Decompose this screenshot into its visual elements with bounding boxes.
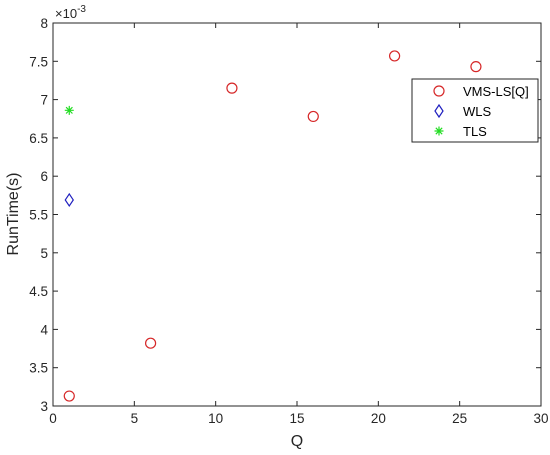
x-tick-label: 5 (131, 411, 139, 426)
y-multiplier-exponent: -3 (77, 4, 86, 15)
legend-label: WLS (463, 104, 492, 119)
x-axis-title: Q (291, 433, 303, 450)
plot-frame (52, 22, 542, 407)
x-tick-label: 30 (533, 411, 548, 426)
data-point (389, 50, 401, 62)
marks-layer (63, 50, 482, 402)
series-2 (64, 105, 74, 115)
y-tick-label: 4.5 (29, 284, 48, 299)
legend-box (411, 78, 539, 143)
y-tick-label: 7 (40, 93, 48, 108)
legend-marker (433, 85, 445, 97)
y-multiplier-base: ×10 (55, 6, 77, 21)
data-point (145, 337, 157, 349)
y-tick-label: 6 (40, 169, 48, 184)
y-tick-label: 5 (40, 246, 48, 261)
y-multiplier: ×10-3 (55, 4, 86, 21)
x-tick-label: 25 (452, 411, 467, 426)
y-tick-label: 7.5 (29, 54, 48, 69)
legend: VMS-LS[Q] WLS TLS (411, 78, 539, 143)
x-tick-label: 0 (49, 411, 57, 426)
series-1 (64, 192, 74, 208)
y-tick-label: 5.5 (29, 208, 48, 223)
x-tick-label: 15 (289, 411, 304, 426)
data-point (226, 82, 238, 94)
y-tick-label: 6.5 (29, 131, 48, 146)
data-point (63, 390, 75, 402)
y-tick-label: 3.5 (29, 361, 48, 376)
y-tick-label: 8 (40, 16, 48, 31)
legend-label: TLS (463, 124, 487, 139)
series-0 (63, 50, 482, 402)
legend-marker (434, 126, 444, 136)
data-point (470, 61, 482, 73)
y-tick-label: 4 (40, 322, 48, 337)
legend-label: VMS-LS[Q] (463, 84, 529, 99)
y-tick-label: 3 (40, 399, 48, 414)
x-tick-label: 20 (371, 411, 386, 426)
y-axis-title: RunTime(s) (5, 173, 22, 256)
legend-marker (434, 103, 444, 119)
data-point (64, 105, 74, 115)
x-tick-label: 10 (208, 411, 223, 426)
data-point (64, 192, 74, 208)
data-point (307, 110, 319, 123)
